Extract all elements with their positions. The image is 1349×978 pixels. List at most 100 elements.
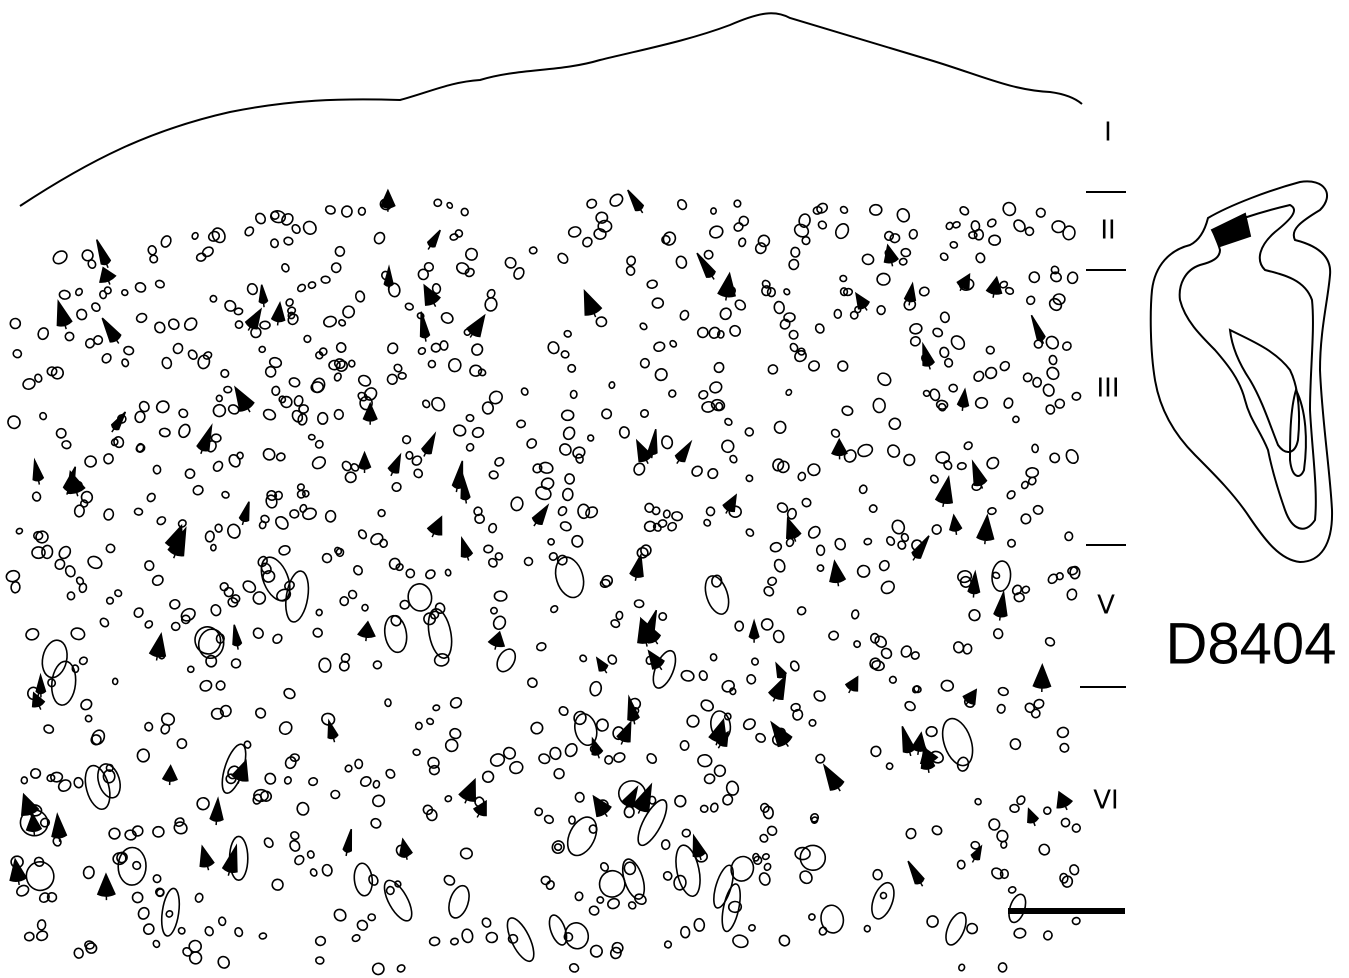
neuron-soma: [769, 541, 783, 553]
neuron-soma: [903, 453, 916, 467]
neuron-soma: [87, 555, 103, 570]
neuron-soma: [310, 381, 324, 394]
pyramidal-cell: [9, 857, 28, 886]
neuron-soma: [986, 456, 1000, 470]
neuron-soma: [385, 768, 396, 779]
neuron-soma: [35, 530, 49, 544]
neuron-soma: [1020, 513, 1032, 525]
neuron-soma: [729, 324, 742, 337]
neuron-soma: [1054, 398, 1066, 409]
neuron-soma: [679, 740, 690, 751]
neuron-soma: [315, 351, 324, 360]
neuron-soma: [188, 939, 202, 953]
neuron-soma: [152, 464, 162, 475]
neuron-soma: [223, 385, 233, 394]
neuron-soma: [449, 937, 460, 946]
neuron-soma: [745, 474, 754, 483]
neuron-soma: [43, 724, 55, 734]
neuron-soma: [1047, 573, 1059, 585]
neuron-soma: [834, 223, 850, 240]
neuron-soma: [210, 604, 222, 617]
neuron-soma: [215, 680, 226, 691]
neuron-soma: [839, 287, 849, 297]
neuron-soma: [607, 654, 618, 665]
neuron-soma: [952, 641, 965, 654]
pyramidal-cell: [592, 794, 612, 818]
neuron-soma: [293, 395, 304, 407]
neuron-soma: [945, 221, 954, 231]
neuron-soma: [440, 312, 454, 324]
neuron-soma: [195, 252, 207, 262]
neuron-soma: [1064, 531, 1074, 542]
neuron-soma: [663, 940, 673, 949]
neuron-soma: [842, 287, 854, 297]
neuron-soma: [658, 612, 668, 622]
neuron-soma: [114, 589, 123, 598]
neuron-soma: [703, 773, 716, 785]
neuron-soma: [172, 342, 184, 355]
neuron-soma: [428, 764, 440, 776]
neuron-soma: [423, 612, 437, 626]
neuron-soma: [966, 922, 979, 935]
large-soma: [548, 914, 568, 946]
neuron-soma: [669, 339, 678, 348]
neuron-soma: [693, 917, 706, 932]
neuron-soma: [596, 896, 605, 904]
neuron-soma: [173, 821, 188, 835]
pyramidal-cell: [829, 559, 847, 587]
neuron-soma: [766, 287, 777, 298]
pyramidal-cell: [627, 694, 640, 725]
neuron-soma: [439, 340, 449, 351]
neuron-soma: [597, 219, 613, 233]
neuron-soma: [931, 524, 942, 535]
neuron-soma: [55, 427, 67, 439]
neuron-soma: [333, 372, 342, 382]
neuron-soma: [212, 403, 227, 418]
neuron-soma: [353, 565, 363, 576]
neuron-soma: [699, 804, 709, 814]
neuron-soma: [401, 435, 412, 445]
neuron-soma: [880, 580, 895, 595]
neuron-soma: [613, 752, 626, 763]
neuron-soma: [639, 409, 650, 418]
neuron-soma: [680, 669, 695, 682]
neuron-soma: [863, 537, 873, 546]
neuron-soma: [201, 246, 214, 258]
pyramidal-cell: [238, 501, 250, 526]
neuron-soma: [910, 651, 920, 660]
pyramidal-cell: [199, 844, 215, 871]
neuron-soma: [738, 215, 750, 227]
neuron-soma: [170, 621, 181, 632]
neuron-soma: [1028, 271, 1041, 284]
neuron-soma: [84, 338, 96, 349]
neuron-soma: [246, 282, 258, 296]
neuron-soma: [135, 312, 148, 324]
neuron-soma: [12, 348, 23, 359]
neuron-soma: [154, 279, 166, 289]
neuron-soma: [176, 738, 188, 750]
neuron-soma: [102, 769, 116, 784]
neuron-soma: [734, 620, 745, 632]
neuron-soma: [152, 874, 162, 884]
neuron-soma: [709, 381, 723, 394]
large-soma: [117, 846, 147, 886]
neuron-soma: [31, 491, 42, 502]
neuron-soma: [386, 342, 399, 355]
pyramidal-cell: [31, 691, 46, 710]
pyramidal-cell: [258, 284, 269, 308]
neuron-soma: [850, 609, 860, 620]
pyramidal-cell: [234, 385, 255, 413]
neuron-soma: [422, 804, 434, 816]
neuron-soma: [36, 919, 47, 931]
neuron-soma: [999, 868, 1010, 880]
large-soma: [941, 717, 974, 767]
neuron-soma: [724, 417, 733, 427]
neuron-soma: [810, 816, 819, 824]
pyramidal-cell: [96, 872, 116, 901]
neuron-soma: [339, 596, 350, 607]
neuron-soma: [149, 254, 159, 264]
neuron-soma: [958, 963, 966, 972]
neuron-soma: [78, 656, 89, 666]
neuron-soma: [105, 543, 116, 554]
neuron-soma: [80, 698, 93, 711]
